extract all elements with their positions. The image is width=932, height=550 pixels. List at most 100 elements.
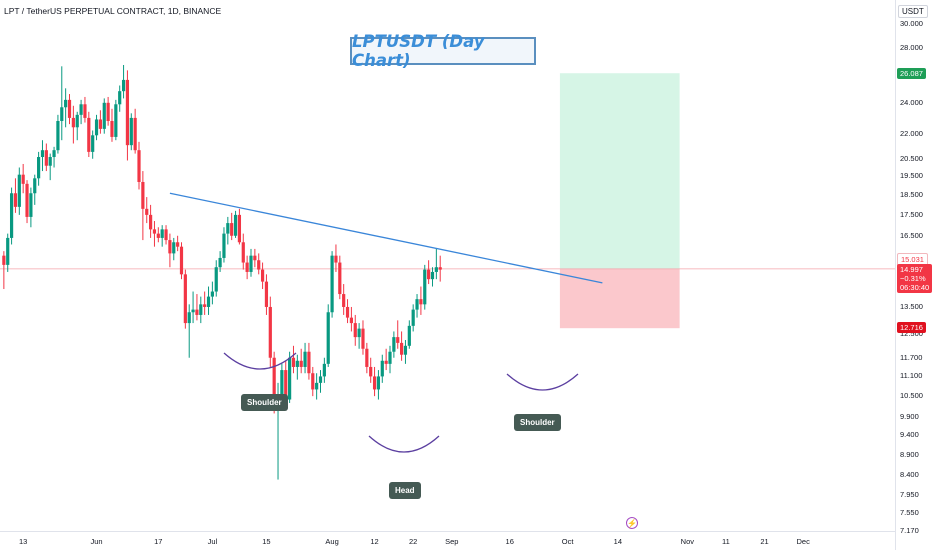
price-tick: 19.500 (900, 171, 923, 181)
candle-body (311, 373, 315, 390)
price-tick: 20.500 (900, 153, 923, 163)
candle-body (44, 150, 48, 166)
right-shoulder-arc (506, 373, 579, 391)
time-tick: 15 (262, 537, 271, 546)
candle-body (272, 357, 276, 403)
time-axis-line (0, 531, 896, 532)
candle-body (245, 262, 249, 272)
candle-body (233, 214, 238, 236)
candle-body (288, 357, 292, 400)
candle-body (40, 150, 45, 158)
price-tick: 17.500 (900, 209, 923, 219)
price-tick: 22.000 (900, 128, 923, 138)
candle-body (253, 255, 257, 261)
current-price-badge: 14.997 −0.31% 06:30:40 (897, 264, 932, 293)
time-tick: 16 (505, 537, 514, 546)
candle-body (17, 174, 21, 207)
price-tick: 7.950 (900, 489, 919, 499)
candle-body (160, 229, 164, 238)
candle-body (87, 117, 91, 152)
candle-body (407, 325, 411, 346)
candle-body (71, 117, 75, 128)
price-tick: 7.550 (900, 508, 919, 518)
candle-body (384, 360, 388, 364)
candle-body (257, 260, 261, 270)
candle-body (260, 269, 265, 282)
candle-body (268, 306, 272, 358)
right-shoulder-label: Shoulder (514, 414, 561, 431)
candle-body (125, 79, 130, 146)
candle-body (141, 181, 145, 209)
candle-body (376, 376, 381, 390)
price-tick: 16.500 (900, 230, 923, 240)
time-tick: Dec (796, 537, 810, 546)
candle-body (172, 242, 176, 254)
price-tick: 11.700 (900, 352, 923, 362)
price-tick: 28.000 (900, 43, 923, 53)
candle-body (299, 360, 303, 367)
current-price-change: −0.31% (900, 274, 926, 283)
price-tick: 18.500 (900, 190, 923, 200)
chart-title-box: LPTUSDT (Day Chart) (350, 32, 536, 70)
candle-body (214, 267, 218, 292)
candle-body (372, 376, 377, 390)
candle-body (148, 214, 153, 230)
price-tick: 12.500 (900, 329, 923, 339)
candle-body (37, 157, 41, 179)
candle-body (307, 351, 311, 374)
candle-body (241, 242, 245, 263)
price-tick: 11.100 (900, 371, 923, 381)
candle-body (230, 223, 234, 236)
candle-body (102, 102, 106, 129)
candle-body (13, 193, 18, 207)
candle-body (83, 104, 87, 118)
candle-body (176, 242, 180, 247)
take-profit-badge: 26.087 (897, 68, 926, 79)
lightning-icon[interactable]: ⚡ (626, 517, 638, 529)
candle-body (133, 117, 137, 151)
candle-body (179, 246, 184, 275)
candle-body (6, 237, 10, 265)
candle-body (226, 223, 230, 234)
candle-body (218, 257, 222, 268)
candle-body (137, 150, 141, 182)
time-tick: 11 (722, 537, 730, 546)
candle-body (118, 91, 122, 105)
candle-body (199, 304, 203, 315)
price-tick: 9.400 (900, 430, 919, 440)
time-tick: Sep (445, 537, 459, 546)
candle-body (98, 119, 102, 129)
currency-unit-button[interactable]: USDT (898, 5, 928, 18)
candle-body (206, 296, 211, 307)
candle-body (322, 363, 326, 377)
candle-body (2, 255, 6, 265)
time-tick: 12 (370, 537, 379, 546)
candle-body (318, 376, 323, 383)
candle-body (403, 345, 408, 355)
candle-body (369, 366, 373, 377)
candle-body (264, 281, 269, 307)
candle-body (33, 178, 37, 194)
candle-body (295, 360, 299, 367)
time-tick: 17 (154, 537, 163, 546)
left-shoulder-arc (223, 352, 297, 370)
candle-body (114, 104, 118, 137)
price-tick: 30.000 (900, 18, 923, 28)
candle-body (164, 229, 168, 241)
candle-body (67, 99, 72, 118)
candle-body (9, 193, 14, 238)
candle-body (342, 294, 346, 307)
price-tick: 8.400 (900, 470, 919, 480)
candle-body (399, 342, 404, 355)
time-tick: Jun (90, 537, 103, 546)
candle-body (280, 370, 284, 397)
chart-title: LPTUSDT (Day Chart) (352, 32, 485, 70)
time-tick: 22 (409, 537, 418, 546)
candle-body (419, 299, 423, 305)
candle-body (94, 119, 99, 136)
candle-body (222, 233, 226, 258)
candle-body (210, 291, 214, 297)
candle-body (434, 267, 438, 272)
candle-body (357, 328, 361, 338)
